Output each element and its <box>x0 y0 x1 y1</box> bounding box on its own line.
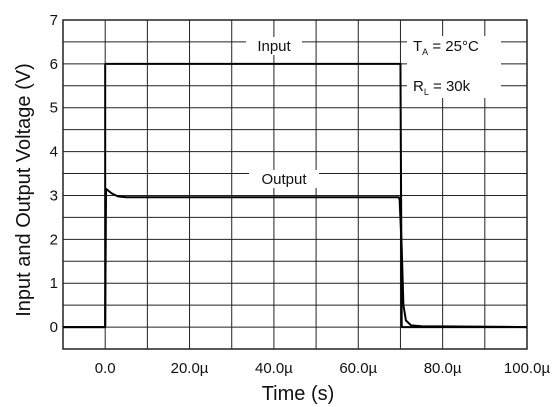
tick-labels: 0.0 20.0µ 40.0µ 60.0µ 80.0µ 100.0µ 0 1 2 3 4 5 6 7 <box>50 12 551 377</box>
plot-frame <box>62 19 528 350</box>
y-tick-label: 4 <box>50 144 58 161</box>
input-label-bg <box>246 37 302 55</box>
series-layer <box>63 62 528 329</box>
x-tick-label: 60.0µ <box>339 360 377 377</box>
y-axis-title: Input and Output Voltage (V) <box>13 63 35 317</box>
y-tick-label: 6 <box>50 56 58 73</box>
x-tick-label: 100.0µ <box>504 360 551 377</box>
x-tick-label: 0.0 <box>95 360 116 377</box>
output-series-label: Output <box>261 171 307 188</box>
x-axis-title: Time (s) <box>262 383 335 405</box>
y-tick-label: 5 <box>50 100 58 117</box>
input-series-label: Input <box>257 38 291 55</box>
y-tick-label: 3 <box>50 187 58 204</box>
y-tick-label: 1 <box>50 275 58 292</box>
series-line-output <box>63 187 528 329</box>
ta-annotation: TA = 25°C <box>413 38 479 57</box>
conditions-bg <box>407 36 501 98</box>
y-tick-label: 0 <box>50 319 58 336</box>
x-tick-label: 20.0µ <box>171 360 209 377</box>
x-tick-label: 80.0µ <box>424 360 462 377</box>
y-tick-label: 2 <box>50 231 58 248</box>
rl-annotation: RL = 30k <box>413 78 471 97</box>
output-label-bg <box>249 170 319 188</box>
x-tick-label: 40.0µ <box>255 360 293 377</box>
y-tick-label: 7 <box>50 12 58 29</box>
